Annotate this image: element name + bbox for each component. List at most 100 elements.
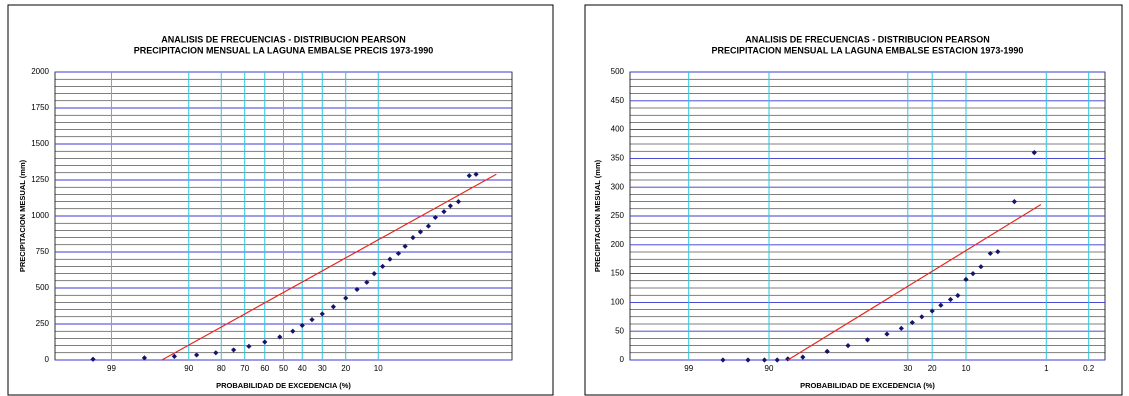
- data-point: [884, 331, 890, 337]
- data-point: [231, 347, 237, 353]
- data-point: [785, 356, 791, 362]
- data-point: [90, 356, 96, 362]
- data-point: [864, 337, 871, 343]
- data-point: [319, 311, 325, 317]
- y-tick-label: 400: [611, 125, 625, 134]
- x-tick-label: 99: [107, 364, 116, 373]
- y-tick-label: 150: [611, 269, 625, 278]
- data-point: [987, 250, 993, 257]
- y-tick-label: 1500: [31, 139, 49, 148]
- x-tick-label: 0.2: [1083, 364, 1095, 373]
- data-point: [455, 199, 462, 205]
- data-point: [824, 348, 830, 354]
- y-tick-label: 350: [611, 154, 625, 163]
- data-point: [432, 214, 438, 221]
- data-point: [141, 355, 148, 361]
- chart-title: ANALISIS DE FRECUENCIAS - DISTRIBUCION P…: [745, 34, 990, 44]
- y-tick-label: 1250: [31, 175, 49, 184]
- data-point: [387, 256, 393, 262]
- data-point: [898, 325, 904, 331]
- data-point: [978, 264, 984, 270]
- data-point: [425, 223, 432, 229]
- data-point: [364, 279, 370, 285]
- x-tick-label: 70: [240, 364, 249, 373]
- data-point: [466, 173, 472, 179]
- data-point: [761, 357, 768, 363]
- x-tick-label: 30: [318, 364, 327, 373]
- y-tick-label: 2000: [31, 67, 49, 76]
- x-tick-label: 40: [298, 364, 307, 373]
- data-point: [299, 322, 305, 329]
- data-point: [845, 343, 851, 349]
- data-point: [745, 357, 751, 363]
- y-tick-label: 0: [45, 355, 50, 364]
- data-point: [1011, 199, 1017, 205]
- data-point: [330, 304, 336, 310]
- y-tick-label: 100: [611, 298, 625, 307]
- data-point: [963, 276, 969, 282]
- chart-panel: ANALISIS DE FRECUENCIAS - DISTRIBUCION P…: [584, 4, 1123, 396]
- x-tick-label: 30: [903, 364, 912, 373]
- x-tick-label: 90: [765, 364, 774, 373]
- y-tick-label: 250: [36, 319, 50, 328]
- data-point: [955, 292, 961, 299]
- chart-subtitle: PRECIPITACION MENSUAL LA LAGUNA EMBALSE …: [712, 45, 1024, 55]
- chart-title: ANALISIS DE FRECUENCIAS - DISTRIBUCION P…: [161, 34, 406, 44]
- fit-line: [161, 173, 497, 361]
- data-point: [800, 354, 806, 360]
- y-tick-label: 300: [611, 182, 625, 191]
- x-tick-label: 80: [217, 364, 226, 373]
- data-point: [970, 271, 976, 277]
- x-tick-label: 20: [341, 364, 350, 373]
- x-tick-label: 60: [260, 364, 269, 373]
- y-axis-label: PRECIPITACION MESUAL (mm): [18, 159, 27, 272]
- data-point: [929, 308, 935, 314]
- data-point: [354, 286, 360, 293]
- data-point: [246, 343, 252, 349]
- y-tick-label: 0: [620, 355, 625, 364]
- x-axis-label: PROBABILIDAD DE EXCEDENCIA (%): [800, 381, 935, 390]
- data-point: [380, 263, 386, 269]
- data-point: [909, 319, 915, 326]
- y-tick-label: 450: [611, 96, 625, 105]
- chart-panel: ANALISIS DE FRECUENCIAS - DISTRIBUCION P…: [7, 4, 554, 396]
- data-point: [473, 171, 479, 177]
- x-tick-label: 50: [279, 364, 288, 373]
- y-tick-label: 200: [611, 240, 625, 249]
- data-point: [309, 317, 315, 323]
- data-point: [441, 209, 447, 215]
- x-tick-label: 1: [1044, 364, 1049, 373]
- data-point: [277, 334, 283, 340]
- x-tick-label: 90: [184, 364, 193, 373]
- data-point: [371, 271, 377, 277]
- data-point: [938, 302, 944, 308]
- data-point: [417, 229, 424, 235]
- data-point: [720, 357, 726, 363]
- fit-line: [787, 203, 1042, 361]
- data-point: [947, 296, 954, 303]
- data-point: [402, 243, 408, 249]
- x-tick-label: 10: [374, 364, 383, 373]
- x-tick-label: 99: [684, 364, 693, 373]
- data-point: [410, 235, 416, 241]
- data-point: [171, 353, 177, 359]
- y-tick-label: 250: [611, 211, 625, 220]
- data-point: [395, 250, 402, 257]
- data-point: [1031, 150, 1037, 156]
- data-point: [213, 350, 219, 356]
- y-tick-label: 500: [611, 67, 625, 76]
- data-point: [774, 357, 780, 363]
- data-point: [194, 352, 200, 358]
- x-tick-label: 20: [928, 364, 937, 373]
- data-point: [447, 203, 453, 209]
- x-axis-label: PROBABILIDAD DE EXCEDENCIA (%): [216, 381, 351, 390]
- y-tick-label: 1000: [31, 211, 49, 220]
- y-tick-label: 500: [36, 283, 50, 292]
- data-point: [343, 295, 349, 301]
- data-point: [919, 314, 925, 320]
- chart-subtitle: PRECIPITACION MENSUAL LA LAGUNA EMBALSE …: [134, 45, 434, 55]
- x-tick-label: 10: [962, 364, 971, 373]
- data-point: [995, 249, 1001, 255]
- data-point: [262, 339, 268, 345]
